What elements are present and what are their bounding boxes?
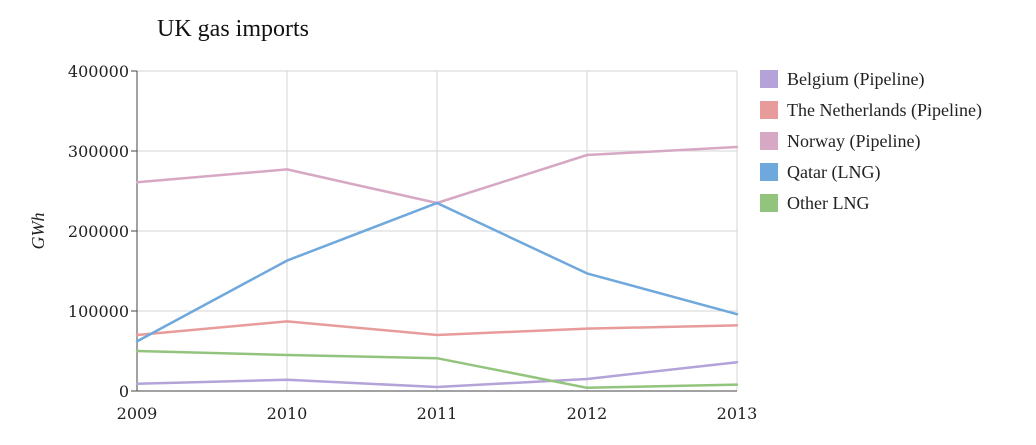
legend-label: Qatar (LNG) bbox=[787, 162, 880, 183]
legend-swatch bbox=[760, 101, 778, 119]
series-line-3 bbox=[135, 201, 739, 343]
legend-swatch bbox=[760, 163, 778, 181]
legend-swatch bbox=[760, 132, 778, 150]
legend-label: Belgium (Pipeline) bbox=[787, 69, 924, 90]
grid-lines bbox=[137, 70, 738, 391]
series-line-0 bbox=[135, 360, 739, 389]
legend-label: The Netherlands (Pipeline) bbox=[787, 100, 982, 121]
legend-label: Norway (Pipeline) bbox=[787, 131, 920, 152]
axes bbox=[131, 70, 737, 392]
x-tick-label: 2013 bbox=[717, 404, 758, 423]
y-tick-label: 400000 bbox=[68, 62, 129, 81]
legend-label: Other LNG bbox=[787, 193, 869, 213]
legend: Belgium (Pipeline) The Netherlands (Pipel… bbox=[760, 69, 982, 213]
y-axis-label: GWh bbox=[28, 213, 48, 250]
y-tick-label: 100000 bbox=[68, 302, 129, 321]
y-tick-label: 300000 bbox=[68, 142, 129, 161]
x-tick-label: 2011 bbox=[417, 404, 458, 423]
tick-labels: 0 100000 200000 300000 400000 2009 2010 2011 201… bbox=[68, 62, 757, 423]
x-tick-label: 2012 bbox=[567, 404, 608, 423]
x-tick-label: 2009 bbox=[117, 404, 158, 423]
legend-swatch bbox=[760, 194, 778, 212]
chart-title: UK gas imports bbox=[157, 16, 309, 42]
series-lines bbox=[135, 145, 739, 390]
legend-swatch bbox=[760, 70, 778, 88]
series-line-1 bbox=[135, 320, 739, 337]
x-tick-label: 2010 bbox=[267, 404, 308, 423]
y-tick-label: 200000 bbox=[68, 222, 129, 241]
y-tick-label: 0 bbox=[119, 382, 129, 401]
series-line-4 bbox=[135, 349, 739, 390]
